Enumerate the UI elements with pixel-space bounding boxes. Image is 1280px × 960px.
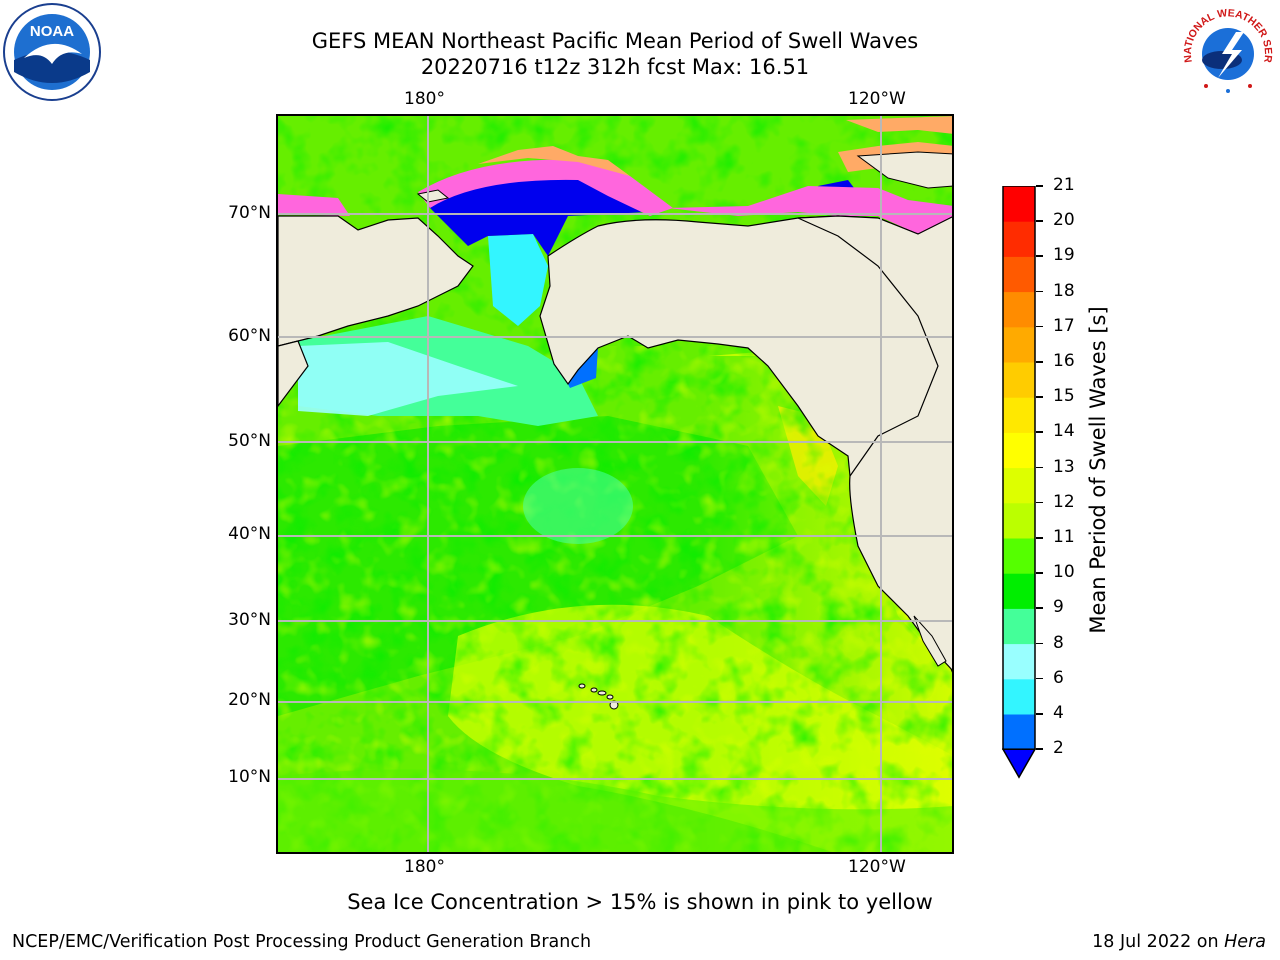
colorbar-segment (1003, 362, 1035, 398)
sea-ice-north-strip (846, 116, 952, 134)
colorbar-tick-label: 8 (1053, 632, 1064, 653)
region-9s-pocket (523, 468, 633, 544)
colorbar-segment (1003, 502, 1035, 539)
lon-label-bottom-180: 180° (404, 857, 445, 877)
colorbar-tick-mark (1036, 185, 1043, 187)
colorbar-tick-label: 10 (1053, 562, 1075, 583)
chart-title-line2: 20220716 t12z 312h fcst Max: 16.51 (420, 55, 810, 79)
colorbar-extend-triangle (1001, 748, 1037, 779)
colorbar-tick-label: 12 (1053, 491, 1075, 512)
colorbar-segment (1003, 397, 1035, 433)
colorbar-segment (1003, 643, 1035, 680)
lat-label-20n: 20°N (228, 690, 271, 710)
colorbar-tick-mark (1036, 713, 1043, 715)
colorbar-segment (1003, 291, 1035, 328)
colorbar-tick-label: 21 (1053, 175, 1075, 195)
region-chukchi (428, 177, 648, 256)
colorbar-segment (1003, 256, 1035, 293)
colorbar-tick-mark (1036, 255, 1043, 257)
colorbar-tick-mark (1036, 572, 1043, 574)
lat-label-30n: 30°N (228, 610, 271, 630)
colorbar-tick-mark (1036, 431, 1043, 433)
colorbar-tick-label: 9 (1053, 597, 1064, 618)
footer-date: 18 Jul 2022 on Hera (1092, 932, 1266, 952)
noaa-logo: NOAA (2, 2, 102, 102)
colorbar-tick-mark (1036, 607, 1043, 609)
gridlines (278, 116, 952, 852)
colorbar-tick-mark (1036, 677, 1043, 680)
colorbar-tick-mark (1036, 748, 1043, 750)
colorbar-segment (1003, 538, 1035, 574)
colorbar-tick-mark (1036, 325, 1043, 328)
colorbar-tick-label: 13 (1053, 456, 1075, 477)
colorbar-tick-label: 4 (1053, 703, 1064, 723)
colorbar-segment (1003, 186, 1035, 222)
region-bering-strait (488, 234, 548, 326)
colorbar-segment (1003, 573, 1035, 609)
colorbar-tick-mark (1036, 220, 1043, 222)
lon-label-top-180: 180° (404, 89, 445, 109)
colorbar (1001, 185, 1037, 786)
lat-label-70n: 70°N (228, 203, 271, 223)
colorbar-tick-label: 14 (1053, 421, 1075, 442)
lon-label-bottom-120w: 120°W (848, 857, 906, 877)
chart-title-line1: GEFS MEAN Northeast Pacific Mean Period … (311, 29, 919, 53)
colorbar-tick-label: 2 (1053, 738, 1064, 759)
colorbar-tick-mark (1036, 501, 1043, 504)
colorbar-tick-mark (1036, 361, 1043, 363)
sea-ice-edge-north (478, 146, 630, 176)
land-wrangel (416, 189, 450, 203)
colorbar-tick-mark (1036, 466, 1043, 469)
colorbar-tick-label: 16 (1053, 351, 1075, 371)
footer-credit: NCEP/EMC/Verification Post Processing Pr… (12, 932, 592, 952)
colorbar-tick-label: 11 (1053, 527, 1075, 547)
colorbar-segment (1003, 608, 1035, 645)
band-south (278, 769, 952, 852)
colorbar-segment (1003, 221, 1035, 257)
land-kamchatka (278, 340, 309, 407)
colorbar-tick-label: 15 (1053, 386, 1075, 407)
colorbar-segment (1003, 678, 1035, 715)
colorbar-tick-mark (1036, 290, 1043, 293)
colorbar-tick-label: 18 (1053, 280, 1075, 301)
lat-label-50n: 50°N (228, 431, 271, 451)
land-baja (913, 615, 947, 667)
colorbar-tick-label: 19 (1053, 245, 1075, 266)
colorbar-tick-mark (1036, 537, 1043, 539)
footer-machine: Hera (1224, 932, 1266, 952)
colorbar-segment (1003, 714, 1035, 750)
region-arctic-west (278, 194, 350, 216)
region-bering-cyan (298, 342, 518, 416)
colorbar-segment (1003, 326, 1035, 363)
swell-period-map (276, 114, 954, 854)
colorbar-tick-mark (1036, 396, 1043, 398)
colorbar-tick-label: 20 (1053, 210, 1075, 231)
lon-label-top-120w: 120°W (848, 89, 906, 109)
colorbar-label: Mean Period of Swell Waves [s] (1086, 306, 1110, 634)
colorbar-tick-label: 6 (1053, 667, 1064, 688)
sea-ice-note: Sea Ice Concentration > 15% is shown in … (347, 890, 933, 914)
lat-label-10n: 10°N (228, 767, 271, 787)
colorbar-svg (1001, 185, 1037, 779)
colorbar-segment (1003, 467, 1035, 504)
colorbar-tick-mark (1036, 642, 1043, 645)
lat-label-40n: 40°N (228, 524, 271, 544)
colorbar-segment (1003, 432, 1035, 469)
lat-label-60n: 60°N (228, 326, 271, 346)
svg-text:NOAA: NOAA (30, 23, 74, 40)
map-canvas (278, 116, 952, 852)
colorbar-tick-label: 17 (1053, 315, 1075, 336)
nws-logo: NATIONAL WEATHER SERVICE (1174, 0, 1278, 102)
footer-date-text: 18 Jul 2022 on (1092, 932, 1225, 952)
sea-ice-chukchi (418, 159, 673, 216)
